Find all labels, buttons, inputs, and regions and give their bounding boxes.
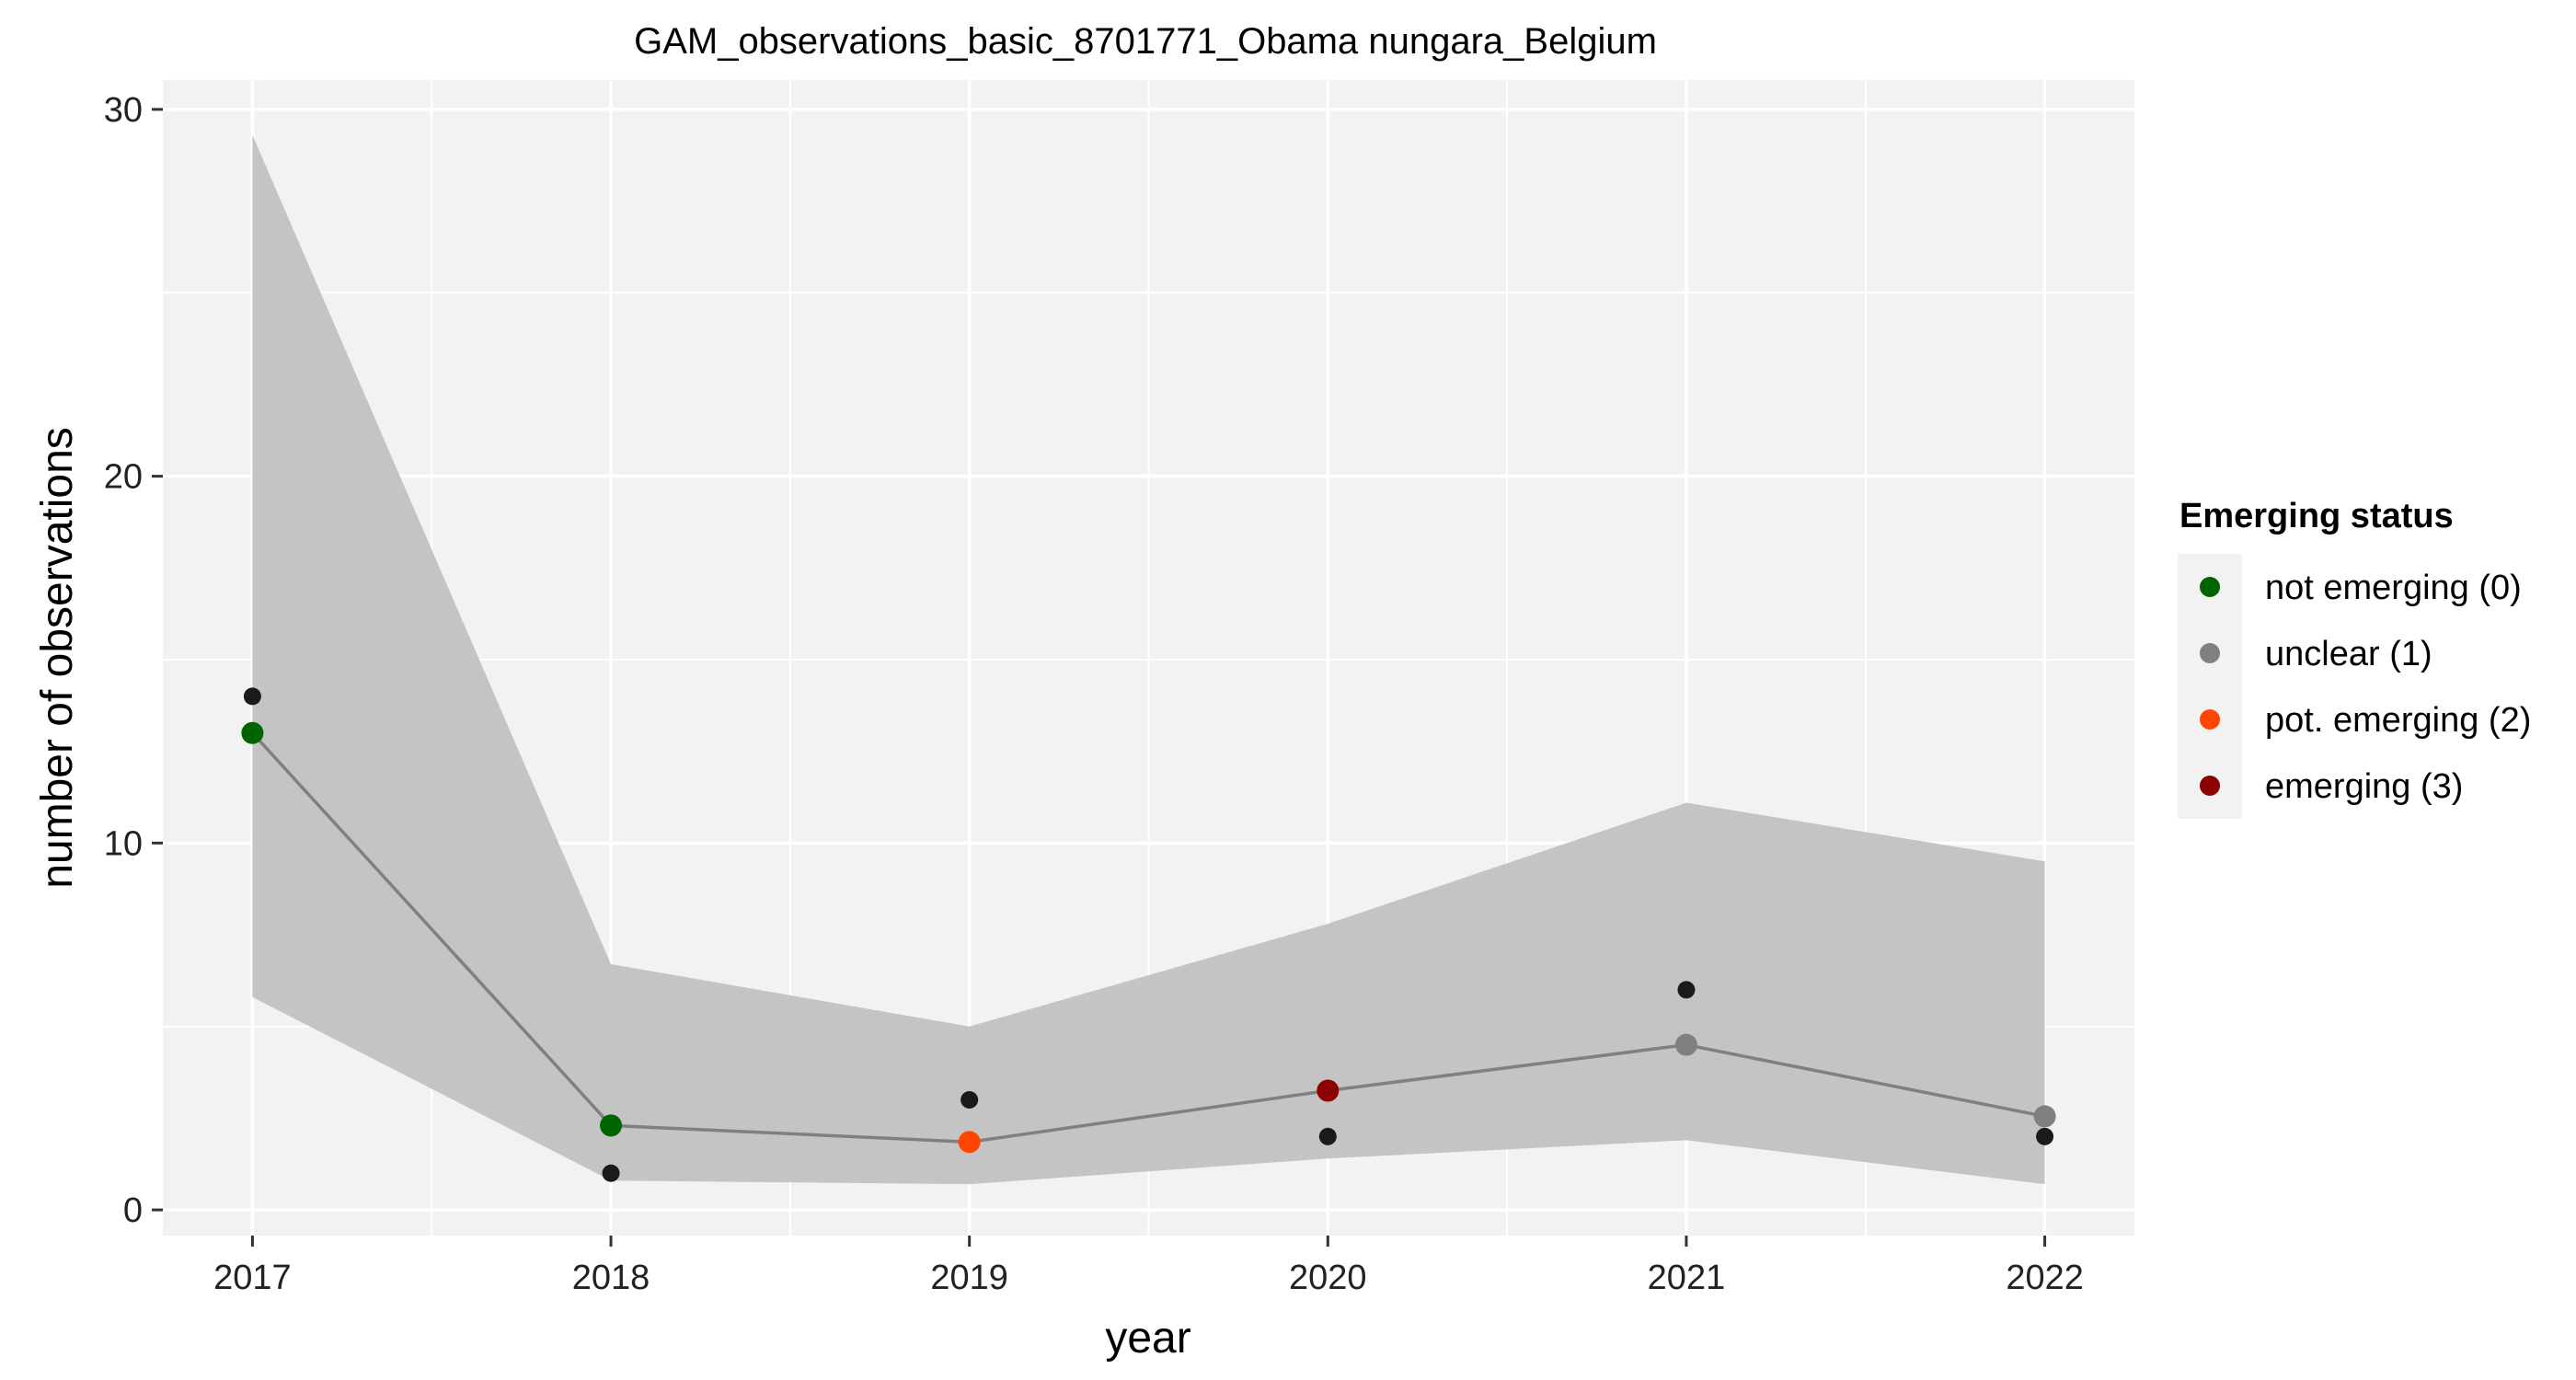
y-axis: 0 10 20 30 [104, 91, 163, 1230]
chart-title: GAM_observations_basic_8701771_Obama nun… [634, 21, 1657, 62]
x-tick-label: 2021 [1648, 1259, 1726, 1297]
y-axis-title: number of observations [33, 427, 82, 889]
x-axis: 2017 2018 2019 2020 2021 2022 [213, 1236, 2084, 1297]
x-axis-title: year [1105, 1314, 1190, 1363]
fitted-point [1317, 1079, 1340, 1102]
fitted-point [2033, 1105, 2056, 1128]
observed-point [602, 1164, 620, 1182]
legend: Emerging status not emerging (0) unclear … [2178, 497, 2531, 819]
legend-title: Emerging status [2179, 497, 2454, 535]
y-tick-label: 0 [123, 1191, 143, 1230]
legend-marker [2200, 577, 2220, 597]
observed-points-layer [243, 687, 2054, 1182]
observed-point [2036, 1127, 2054, 1145]
fitted-point [958, 1131, 981, 1154]
fitted-point [241, 721, 264, 744]
fitted-point [1674, 1033, 1697, 1056]
observed-point [960, 1090, 979, 1109]
fitted-point [600, 1114, 623, 1137]
legend-label: emerging (3) [2265, 767, 2463, 806]
observed-point [1318, 1127, 1337, 1145]
legend-items: not emerging (0) unclear (1) pot. emerging… [2178, 554, 2531, 819]
legend-marker [2200, 776, 2220, 796]
confidence-band [252, 134, 2045, 1185]
legend-label: not emerging (0) [2265, 569, 2522, 607]
confidence-band-layer [252, 134, 2045, 1185]
legend-label: pot. emerging (2) [2265, 701, 2531, 740]
legend-label: unclear (1) [2265, 635, 2432, 673]
legend-marker [2200, 643, 2220, 663]
x-tick-label: 2022 [2006, 1259, 2084, 1297]
x-tick-label: 2020 [1289, 1259, 1367, 1297]
observed-point [243, 687, 261, 706]
fitted-line [251, 731, 2045, 1144]
fitted-line-layer [251, 731, 2045, 1144]
legend-marker [2200, 709, 2220, 730]
y-tick-label: 30 [104, 91, 143, 130]
observed-point [1677, 981, 1696, 999]
y-tick-label: 10 [104, 824, 143, 863]
x-tick-label: 2019 [930, 1259, 1008, 1297]
x-tick-label: 2018 [572, 1259, 650, 1297]
fitted-points-layer [241, 721, 2056, 1154]
x-tick-label: 2017 [213, 1259, 292, 1297]
y-tick-label: 20 [104, 458, 143, 497]
